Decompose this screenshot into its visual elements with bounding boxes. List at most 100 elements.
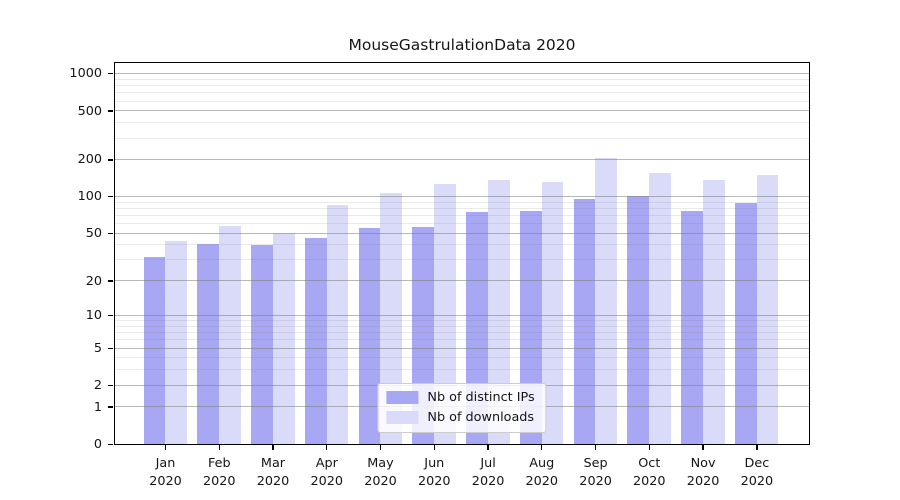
y-tick-label-5: 5 [93, 340, 102, 356]
gridline-1000 [115, 73, 809, 75]
legend-item-distinct-ips: Nb of distinct IPs [386, 390, 535, 405]
legend-item-downloads: Nb of downloads [386, 410, 534, 425]
gridline-50 [115, 232, 809, 234]
gridline-5 [115, 347, 809, 349]
x-tick-label-dec: Dec 2020 [740, 456, 774, 489]
x-tick-mark-sep [594, 445, 597, 450]
bar-may-distinct-ips [358, 228, 381, 444]
y-tick-label-10: 10 [85, 308, 102, 324]
x-tick-mark-nov [702, 445, 704, 450]
y-tick-label-2: 2 [93, 377, 102, 393]
y-tick-mark-20 [108, 280, 113, 282]
legend-label-distinct-ips: Nb of distinct IPs [427, 390, 535, 405]
legend-swatch-downloads [386, 411, 419, 424]
bar-jan-distinct-ips [143, 256, 166, 444]
gridline-200 [115, 159, 809, 161]
y-tick-mark-10 [108, 315, 113, 317]
bar-nov-downloads [702, 179, 725, 444]
bar-may-downloads [380, 193, 403, 444]
gridline-80 [115, 207, 809, 209]
x-tick-mark-jul [487, 445, 489, 450]
x-tick-mark-mar [272, 445, 274, 450]
y-tick-label-200: 200 [77, 152, 102, 168]
y-tick-mark-0 [108, 443, 113, 445]
x-tick-mark-aug [541, 445, 543, 450]
x-tick-label-jun: Jun 2020 [418, 456, 451, 489]
gridline-6 [115, 339, 809, 341]
x-tick-mark-may [379, 445, 382, 450]
x-tick-label-jan: Jan 2020 [149, 456, 182, 489]
x-tick-label-mar: Mar 2020 [256, 456, 290, 489]
y-tick-mark-5 [108, 347, 113, 349]
gridline-400 [115, 122, 809, 124]
bar-jun-downloads [434, 183, 456, 444]
x-tick-label-may: May 2020 [364, 456, 397, 489]
bar-nov-distinct-ips [681, 211, 703, 444]
bar-apr-distinct-ips [304, 237, 327, 444]
gridline-900 [115, 78, 809, 80]
legend-swatch-distinct-ips [386, 391, 419, 404]
bar-oct-distinct-ips [627, 195, 650, 444]
x-tick-mark-jan [164, 445, 167, 450]
gridline-8 [115, 325, 809, 327]
gridline-70 [115, 215, 809, 216]
y-tick-mark-1000 [108, 73, 113, 75]
x-tick-label-nov: Nov 2020 [686, 456, 720, 489]
x-tick-label-feb: Feb 2020 [203, 456, 236, 489]
x-tick-mark-feb [218, 445, 220, 450]
legend: Nb of distinct IPs Nb of downloads [377, 383, 547, 433]
y-tick-mark-500 [108, 110, 113, 112]
y-tick-label-1: 1 [93, 399, 102, 415]
gridline-60 [115, 223, 809, 225]
plot-area: Nb of distinct IPs Nb of downloads [114, 62, 810, 445]
bar-sep-downloads [595, 158, 618, 444]
gridline-3 [115, 369, 809, 371]
gridline-700 [115, 92, 809, 94]
gridline-800 [115, 85, 809, 87]
x-tick-mark-dec [756, 445, 758, 450]
chart-title: MouseGastrulationData 2020 [348, 36, 576, 54]
x-tick-label-sep: Sep 2020 [579, 456, 612, 489]
y-tick-label-500: 500 [77, 103, 102, 119]
x-tick-mark-oct [648, 445, 650, 450]
y-tick-label-0: 0 [93, 436, 102, 452]
legend-label-downloads: Nb of downloads [427, 410, 535, 425]
x-tick-label-aug: Aug 2020 [525, 456, 559, 489]
gridline-7 [115, 332, 809, 333]
bar-mar-distinct-ips [251, 244, 273, 444]
bar-dec-distinct-ips [734, 202, 757, 444]
y-tick-mark-2 [108, 384, 113, 386]
y-tick-label-20: 20 [85, 273, 102, 289]
x-tick-label-jul: Jul 2020 [471, 456, 505, 489]
y-tick-mark-100 [108, 196, 113, 198]
gridline-30 [115, 259, 809, 261]
gridline-500 [115, 110, 809, 112]
gridline-20 [115, 280, 809, 282]
bar-apr-downloads [326, 205, 349, 444]
gridline-100 [115, 196, 809, 198]
y-tick-mark-200 [108, 159, 113, 161]
gridline-90 [115, 201, 809, 203]
x-tick-mark-jun [433, 445, 435, 450]
bar-feb-distinct-ips [197, 243, 220, 444]
gridline-10 [115, 315, 809, 316]
gridline-4 [115, 357, 809, 359]
y-tick-label-1000: 1000 [69, 66, 102, 82]
x-tick-mark-apr [326, 445, 328, 450]
y-tick-mark-50 [108, 232, 113, 235]
gridline-300 [115, 137, 809, 139]
bar-aug-downloads [541, 181, 564, 444]
x-tick-label-apr: Apr 2020 [310, 456, 344, 489]
bar-sep-distinct-ips [573, 198, 596, 444]
gridline-9 [115, 320, 809, 322]
gridline-600 [115, 100, 809, 102]
bar-dec-downloads [756, 175, 779, 444]
bar-jan-downloads [165, 241, 188, 444]
gridline-40 [115, 244, 809, 246]
bar-jul-downloads [487, 179, 510, 444]
y-tick-label-50: 50 [85, 225, 102, 241]
x-tick-label-oct: Oct 2020 [633, 456, 666, 489]
bar-mar-downloads [272, 233, 295, 444]
y-tick-mark-1 [108, 406, 113, 408]
